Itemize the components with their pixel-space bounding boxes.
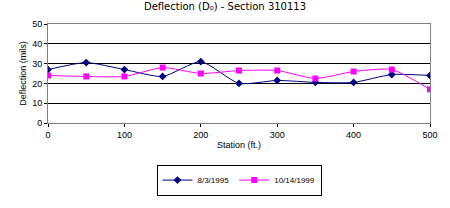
svg-text:10: 10 bbox=[32, 98, 42, 108]
svg-text:0: 0 bbox=[37, 118, 42, 128]
svg-text:10/14/1999: 10/14/1999 bbox=[274, 176, 315, 185]
svg-text:Station (ft.): Station (ft.) bbox=[217, 140, 261, 150]
svg-text:30: 30 bbox=[32, 59, 42, 69]
svg-text:20: 20 bbox=[32, 79, 42, 89]
svg-text:50: 50 bbox=[32, 19, 42, 29]
svg-text:0: 0 bbox=[45, 130, 50, 140]
svg-text:200: 200 bbox=[193, 130, 208, 140]
svg-text:500: 500 bbox=[422, 130, 437, 140]
svg-text:8/3/1995: 8/3/1995 bbox=[198, 176, 230, 185]
svg-text:40: 40 bbox=[32, 39, 42, 49]
svg-text:400: 400 bbox=[346, 130, 361, 140]
svg-text:Deflection (mils): Deflection (mils) bbox=[18, 41, 28, 106]
svg-text:300: 300 bbox=[270, 130, 285, 140]
svg-text:100: 100 bbox=[117, 130, 132, 140]
svg-text:Deflection (D₀) - Section 3101: Deflection (D₀) - Section 310113 bbox=[144, 1, 306, 12]
